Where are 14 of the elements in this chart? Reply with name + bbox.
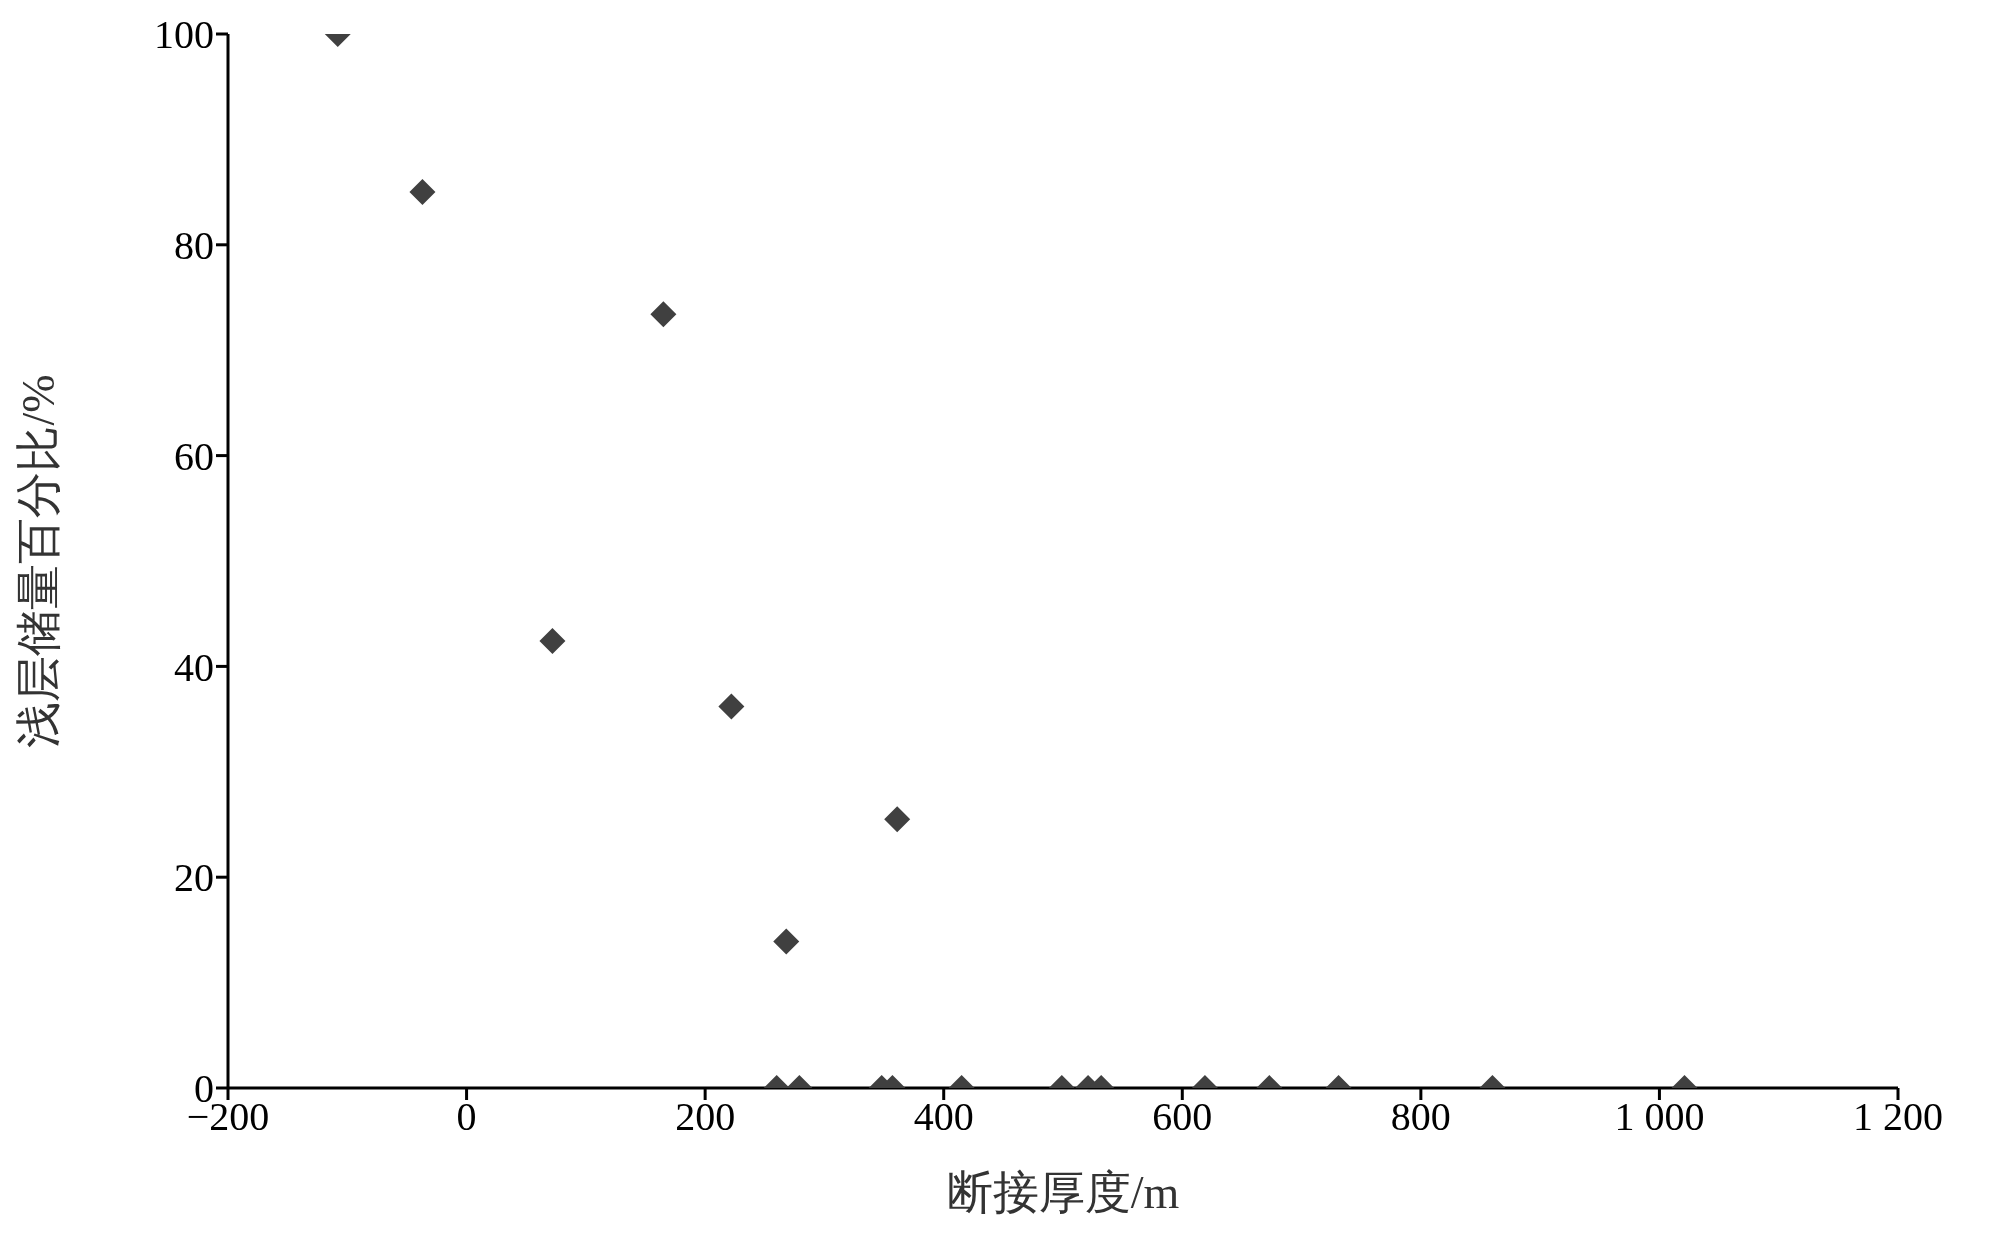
y-tick-label: 60 — [174, 433, 214, 479]
x-tick-label: 1 200 — [1853, 1094, 1943, 1140]
y-tick-label: 20 — [174, 855, 214, 901]
y-axis-title: 浅层储量百分比/% — [13, 374, 65, 748]
y-tick-label: 80 — [174, 223, 214, 268]
y-tick-label: 40 — [174, 644, 214, 690]
y-tick-label: 100 — [154, 12, 214, 58]
x-axis-title: 断接厚度/m — [946, 1167, 1180, 1218]
x-tick-label: 0 — [456, 1094, 477, 1140]
x-tick-label: 600 — [1152, 1094, 1213, 1140]
x-tick-label: 1 000 — [1614, 1094, 1705, 1140]
x-tick-label: 400 — [913, 1094, 974, 1140]
x-tick-label: 800 — [1390, 1094, 1451, 1140]
x-tick-label: 200 — [675, 1094, 736, 1140]
